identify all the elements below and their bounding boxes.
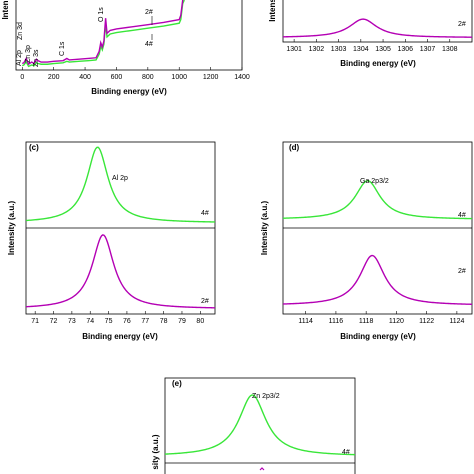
panel-e-lower-curve-start [259, 467, 265, 471]
panel-c-x-ticks: 71 72 73 74 75 76 77 78 79 80 [31, 311, 204, 325]
x-tick-label: 600 [111, 74, 123, 81]
x-tick-label: 1000 [171, 74, 187, 81]
x-tick-label: 72 [50, 318, 58, 325]
panel-c-ylabel: Intensity (a.u.) [7, 201, 16, 256]
x-tick-label: 79 [178, 318, 186, 325]
panel-d: (d) 1114 1116 1118 1120 1122 1124 Intensity (… [260, 141, 473, 341]
series-line-4 [21, 0, 185, 68]
annotation-o1s: O 1s [98, 7, 105, 22]
annotation-zn3d: Zn 3d [17, 22, 24, 40]
annotation-2-c: 2# [201, 298, 209, 305]
x-tick-label: 1116 [329, 318, 344, 325]
x-tick-label: 1124 [449, 318, 464, 325]
x-tick-label: 1114 [298, 318, 313, 325]
annotation-4-e: 4# [342, 449, 350, 456]
annotation-4: 4# [145, 41, 153, 48]
panel-a-ylabel: Inten [1, 0, 10, 19]
panel-b-plot-area [282, 18, 473, 38]
annotation-2-b: 2# [458, 21, 466, 28]
x-tick-label: 77 [141, 318, 149, 325]
annotation-al2p: Al 2p [16, 50, 23, 66]
panel-b-frame [282, 0, 473, 43]
x-tick-label: 1200 [203, 74, 219, 81]
panel-c-xlabel: Binding energy (eV) [82, 332, 158, 341]
x-tick-label: 74 [86, 318, 94, 325]
x-tick-label: 200 [48, 74, 60, 81]
annotation-al2p-c: Al 2p [112, 175, 128, 182]
x-tick-label: 1303 [331, 46, 347, 53]
series-line-2 [282, 254, 473, 305]
panel-a-frame [15, 0, 243, 71]
x-tick-label: 400 [79, 74, 91, 81]
panel-c: (c) 71 72 73 74 75 76 77 78 79 80 Intensity (a.u.… [7, 141, 216, 341]
series-line-4 [282, 180, 473, 220]
annotation-zn3p: Zn 3p [25, 45, 32, 63]
x-tick-label: 1304 [353, 46, 369, 53]
panel-e-frame [164, 377, 356, 474]
panel-b: 1301 1302 1303 1304 1305 1306 1307 1308 Intens … [268, 0, 473, 68]
panel-a: 0 200 400 600 800 1000 1200 1400 Inten Binding … [1, 0, 250, 96]
series-line-4 [164, 394, 356, 456]
x-tick-label: 80 [196, 318, 204, 325]
annotation-4-d: 4# [458, 212, 466, 219]
annotation-2: 2# [145, 9, 153, 16]
x-tick-label: 1301 [286, 46, 302, 53]
panel-d-ylabel: Intensity (a.u.) [260, 201, 269, 256]
panel-a-xlabel: Binding energy (eV) [91, 87, 167, 96]
series-line-2 [25, 234, 216, 309]
x-tick-label: 1120 [389, 318, 404, 325]
panel-e: (e) sity (a.u.) Zn 2p3/2 4# [151, 377, 356, 474]
panel-d-plot-area [282, 180, 473, 305]
panel-e-label: (e) [172, 379, 182, 388]
x-tick-label: 75 [105, 318, 113, 325]
x-tick-label: 1118 [359, 318, 374, 325]
x-tick-label: 1307 [420, 46, 436, 53]
panel-a-x-ticks: 0 200 400 600 800 1000 1200 1400 [20, 67, 250, 81]
panel-a-plot-area [21, 0, 185, 68]
series-line-2 [282, 18, 473, 38]
series-line-4 [25, 146, 216, 223]
annotation-ga2p-d: Ga 2p3/2 [360, 178, 389, 185]
annotation-c1s: C 1s [59, 41, 66, 56]
x-tick-label: 78 [160, 318, 168, 325]
panel-e-ylabel: sity (a.u.) [151, 434, 160, 469]
x-tick-label: 73 [68, 318, 76, 325]
x-tick-label: 1302 [309, 46, 325, 53]
panel-b-x-ticks: 1301 1302 1303 1304 1305 1306 1307 1308 [286, 39, 458, 53]
panel-d-xlabel: Binding energy (eV) [340, 332, 416, 341]
series-line-2 [21, 0, 184, 66]
annotation-4-c: 4# [201, 210, 209, 217]
x-tick-label: 76 [123, 318, 131, 325]
x-tick-label: 71 [31, 318, 39, 325]
x-tick-label: 0 [20, 74, 24, 81]
annotation-zn2p-e: Zn 2p3/2 [252, 393, 280, 400]
x-tick-label: 800 [142, 74, 154, 81]
x-tick-label: 1122 [419, 318, 434, 325]
panel-c-label: (c) [29, 143, 39, 152]
x-tick-label: 1306 [398, 46, 414, 53]
x-tick-label: 1305 [375, 46, 391, 53]
panel-b-xlabel: Binding energy (eV) [340, 59, 416, 68]
x-tick-label: 1400 [234, 74, 250, 81]
panel-e-plot-area [164, 394, 356, 456]
panel-c-plot-area [25, 146, 216, 309]
annotation-2-d: 2# [458, 268, 466, 275]
panel-d-x-ticks: 1114 1116 1118 1120 1122 1124 [298, 311, 465, 325]
annotation-zn3s: Zn 3s [33, 49, 40, 67]
panel-b-ylabel: Intens [268, 0, 277, 22]
x-tick-label: 1308 [442, 46, 458, 53]
panel-d-label: (d) [289, 143, 300, 152]
